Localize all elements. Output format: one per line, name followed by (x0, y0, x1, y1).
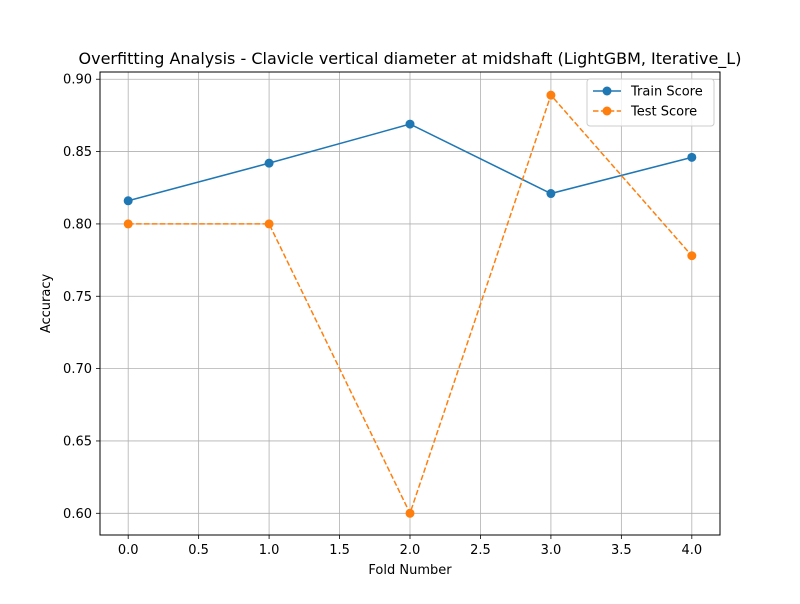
y-tick-label: 0.65 (63, 434, 92, 449)
legend-swatch-marker (602, 106, 612, 116)
data-point (687, 251, 697, 261)
axis-ticks: 0.0 0.5 1.0 1.5 2.0 2.5 3.0 3.5 4.0 0.60 0.65 0.70 0… (63, 73, 702, 558)
x-tick-label: 2.0 (400, 543, 421, 558)
data-point (264, 158, 274, 168)
y-tick-label: 0.85 (63, 145, 92, 160)
x-tick-label: 4.0 (681, 543, 702, 558)
x-axis-label: Fold Number (368, 563, 452, 578)
data-point (405, 119, 415, 129)
data-point (546, 189, 556, 199)
data-point (123, 219, 133, 229)
y-tick-label: 0.70 (63, 362, 92, 377)
data-point (687, 152, 697, 162)
x-tick-label: 3.0 (541, 543, 562, 558)
chart-title: Overfitting Analysis - Clavicle vertical… (79, 49, 742, 69)
y-tick-label: 0.80 (63, 217, 92, 232)
x-tick-label: 3.5 (611, 543, 632, 558)
x-tick-label: 0.0 (118, 543, 139, 558)
y-tick-label: 0.60 (63, 507, 92, 522)
legend-label: Train Score (630, 85, 703, 100)
legend-label: Test Score (630, 105, 697, 120)
data-point (123, 196, 133, 206)
legend-swatch-marker (602, 86, 612, 96)
y-tick-label: 0.90 (63, 73, 92, 88)
legend: Train Score Test Score (586, 78, 715, 127)
x-tick-label: 2.5 (470, 543, 491, 558)
data-point (264, 219, 274, 229)
x-tick-label: 0.5 (188, 543, 209, 558)
x-tick-label: 1.5 (329, 543, 350, 558)
x-tick-label: 1.0 (259, 543, 280, 558)
y-tick-label: 0.75 (63, 290, 92, 305)
series-group (123, 90, 697, 518)
data-point (546, 90, 556, 100)
y-axis-label: Accuracy (39, 274, 54, 334)
data-point (405, 508, 415, 518)
